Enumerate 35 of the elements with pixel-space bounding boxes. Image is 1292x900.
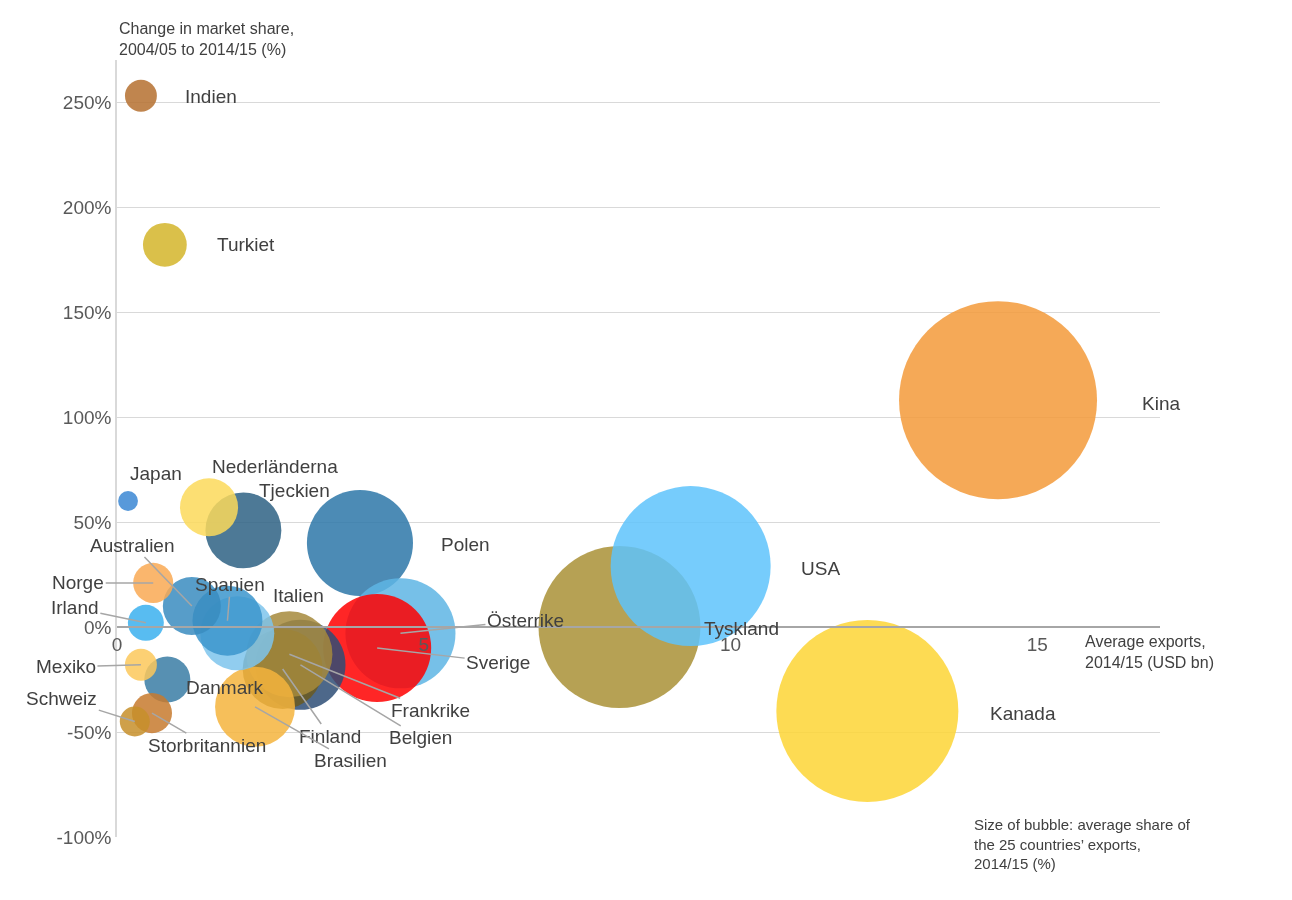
series-label: Nederländerna <box>212 456 339 477</box>
y-tick-label: 150% <box>62 301 112 323</box>
y-axis-title: Change in market share, 2004/05 to 2014/15 (%) <box>119 20 295 58</box>
y-tick-label: 100% <box>62 406 112 428</box>
series-label: Norge <box>52 572 104 593</box>
series-label: Mexiko <box>36 656 97 677</box>
y-tick-label: -50% <box>67 721 112 743</box>
series-label: Turkiet <box>217 234 276 255</box>
y-tick-label: 50% <box>73 511 112 533</box>
x-tick-label: 5 <box>418 633 430 655</box>
y-tick-label: 200% <box>62 196 112 218</box>
text: Frankrike <box>391 700 471 721</box>
series-label: Polen <box>441 534 490 555</box>
series-label: Irland <box>51 597 99 618</box>
y-tick-label: 250% <box>62 91 112 113</box>
series-label: Finland <box>299 726 362 747</box>
series-label: Brasilien <box>314 750 387 771</box>
series-label: Tjeckien <box>259 480 330 501</box>
x-tick-label: 15 <box>1026 633 1048 655</box>
x-tick-label: 0 <box>111 633 123 655</box>
y-tick-label: -100% <box>56 826 112 848</box>
y-tick-label: 0% <box>83 616 112 638</box>
series-label: Schweiz <box>26 688 97 709</box>
series-label: Sverige <box>466 652 531 673</box>
text: Kina <box>1142 393 1181 414</box>
series-label: Australien <box>90 535 175 556</box>
text: Belgien <box>389 727 453 748</box>
series-label: Indien <box>185 86 237 107</box>
series-label: USA <box>801 558 841 579</box>
series-label: Italien <box>273 585 324 606</box>
series-label: Japan <box>130 463 182 484</box>
series-label: Kanada <box>990 703 1056 724</box>
series-label: Storbritannien <box>148 735 267 756</box>
x-axis-title: Average exports, 2014/15 (USD bn) <box>1085 633 1214 671</box>
annotation: Size of bubble: average share of the 25 countries’ exports, 2014/15 (%) <box>974 816 1191 872</box>
